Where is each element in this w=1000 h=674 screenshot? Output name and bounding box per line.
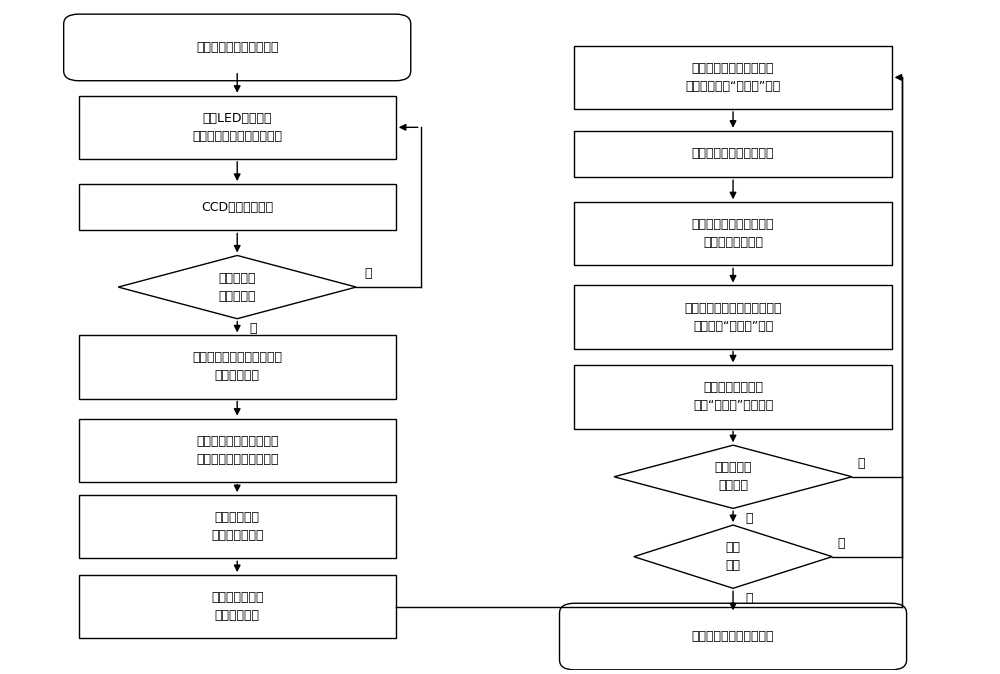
Text: 开始大视场高分辨率成像: 开始大视场高分辨率成像 <box>196 41 278 54</box>
Polygon shape <box>118 255 356 319</box>
Text: 选取正入射照明角度下的
低分辨率光强图像并插值: 选取正入射照明角度下的 低分辨率光强图像并插值 <box>196 435 278 466</box>
Polygon shape <box>634 525 832 588</box>
FancyBboxPatch shape <box>79 96 396 159</box>
FancyBboxPatch shape <box>79 495 396 558</box>
FancyBboxPatch shape <box>574 285 892 348</box>
FancyBboxPatch shape <box>64 14 411 81</box>
Text: 完成
迭代: 完成 迭代 <box>726 541 741 572</box>
Text: 是: 是 <box>745 592 752 605</box>
Text: 傅立叶变换得到约束条件下的
低分辨率“子孔径”频谱: 傅立叶变换得到约束条件下的 低分辨率“子孔径”频谱 <box>684 301 782 332</box>
Polygon shape <box>614 445 852 508</box>
FancyBboxPatch shape <box>574 202 892 266</box>
FancyBboxPatch shape <box>574 46 892 109</box>
Text: 已完成所有
孔径合成: 已完成所有 孔径合成 <box>714 461 752 492</box>
FancyBboxPatch shape <box>79 419 396 482</box>
Text: CCD拍摄光强图像: CCD拍摄光强图像 <box>201 201 273 214</box>
Text: 是: 是 <box>745 512 752 525</box>
Text: 已完成所有
角度的照明: 已完成所有 角度的照明 <box>218 272 256 303</box>
Text: 是: 是 <box>249 322 257 335</box>
FancyBboxPatch shape <box>79 336 396 398</box>
Text: 使用圆形孔径低通滤波器
截取低分辨率“子孔径”频谱: 使用圆形孔径低通滤波器 截取低分辨率“子孔径”频谱 <box>685 62 781 93</box>
Text: 否: 否 <box>837 537 845 550</box>
FancyBboxPatch shape <box>79 184 396 231</box>
Text: 傅立叶变换得到
高分辨率频谱: 傅立叶变换得到 高分辨率频谱 <box>211 591 263 622</box>
Text: 否: 否 <box>364 268 372 280</box>
Text: 用单个照明角度下的图像
替换光强进行约束: 用单个照明角度下的图像 替换光强进行约束 <box>692 218 774 249</box>
FancyBboxPatch shape <box>560 603 907 670</box>
Text: 解出所有单个照明角度下的
低分辨率图像: 解出所有单个照明角度下的 低分辨率图像 <box>192 351 282 382</box>
FancyBboxPatch shape <box>574 365 892 429</box>
FancyBboxPatch shape <box>79 575 396 638</box>
Text: 完成大视场高分辨率成像: 完成大视场高分辨率成像 <box>692 630 774 643</box>
FancyBboxPatch shape <box>574 131 892 177</box>
Text: 假设相位分布
得到复振幅分布: 假设相位分布 得到复振幅分布 <box>211 511 263 542</box>
Text: 控制LED阵列产生
哈达码编码的多角度照明光: 控制LED阵列产生 哈达码编码的多角度照明光 <box>192 112 282 143</box>
Text: 否: 否 <box>857 457 864 470</box>
Text: 逆傅立叶变换得到复振幅: 逆傅立叶变换得到复振幅 <box>692 148 774 160</box>
Text: 在高分辨率频谱中
完成“子孔径”频谱替换: 在高分辨率频谱中 完成“子孔径”频谱替换 <box>693 381 773 412</box>
